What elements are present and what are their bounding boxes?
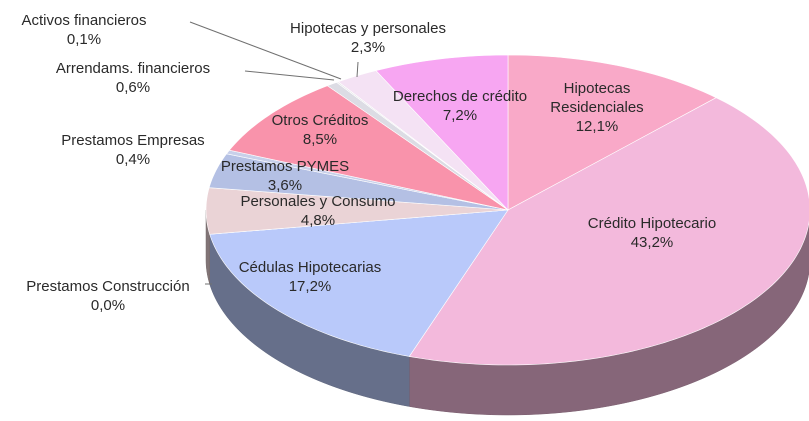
slice-label: Prestamos Construcción 0,0% — [3, 277, 213, 315]
label-name: Activos financieros — [21, 12, 147, 29]
slice — [208, 153, 509, 211]
label-name: Hipotecas y personales — [290, 20, 446, 37]
label-value: 8,5% — [302, 131, 338, 148]
label-name: Cédulas Hipotecarias — [238, 259, 382, 276]
label-value: 7,2% — [442, 107, 478, 124]
slice — [375, 54, 509, 211]
label-name: Prestamos PYMES — [220, 158, 350, 175]
slice-label: Prestamos Empresas 0,4% — [33, 131, 233, 169]
slice-label: Derechos de crédito 7,2% — [380, 87, 540, 125]
label-value: 0,0% — [90, 297, 126, 314]
slice — [205, 187, 509, 235]
slice — [408, 97, 809, 366]
label-value: 43,2% — [630, 234, 674, 251]
label-name: Prestamos Empresas — [61, 132, 205, 149]
label-name: Hipotecas Residenciales — [550, 80, 644, 116]
label-name: Crédito Hipotecario — [587, 215, 717, 232]
label-name: Arrendams. financieros — [55, 60, 211, 77]
leader-line — [244, 70, 335, 81]
slice-label: Prestamos PYMES 3,6% — [205, 157, 365, 195]
slice-label: Otros Créditos 8,5% — [250, 111, 390, 149]
label-value: 0,1% — [66, 31, 102, 48]
slice-label: Hipotecas Residenciales 12,1% — [537, 79, 657, 136]
label-name: Personales y Consumo — [240, 193, 396, 210]
label-value: 12,1% — [575, 118, 619, 135]
slice — [228, 85, 509, 211]
leader-line — [356, 61, 359, 78]
label-value: 0,4% — [115, 151, 151, 168]
slice-label: Cédulas Hipotecarias 17,2% — [210, 258, 410, 296]
leader-line — [189, 21, 342, 80]
label-value: 4,8% — [300, 212, 336, 229]
slice-label: Activos financieros 0,1% — [0, 11, 184, 49]
label-value: 17,2% — [288, 278, 332, 295]
label-value: 2,3% — [350, 39, 386, 56]
label-value: 3,6% — [267, 177, 303, 194]
slice-label: Personales y Consumo 4,8% — [218, 192, 418, 230]
slice — [209, 209, 509, 357]
label-name: Otros Créditos — [271, 112, 369, 129]
label-name: Prestamos Construcción — [26, 278, 190, 295]
slice-label: Arrendams. financieros 0,6% — [33, 59, 233, 97]
slice-label: Hipotecas y personales 2,3% — [268, 19, 468, 57]
slice-label: Crédito Hipotecario 43,2% — [552, 214, 752, 252]
label-value: 0,6% — [115, 79, 151, 96]
slice — [507, 54, 717, 211]
label-name: Derechos de crédito — [392, 88, 528, 105]
